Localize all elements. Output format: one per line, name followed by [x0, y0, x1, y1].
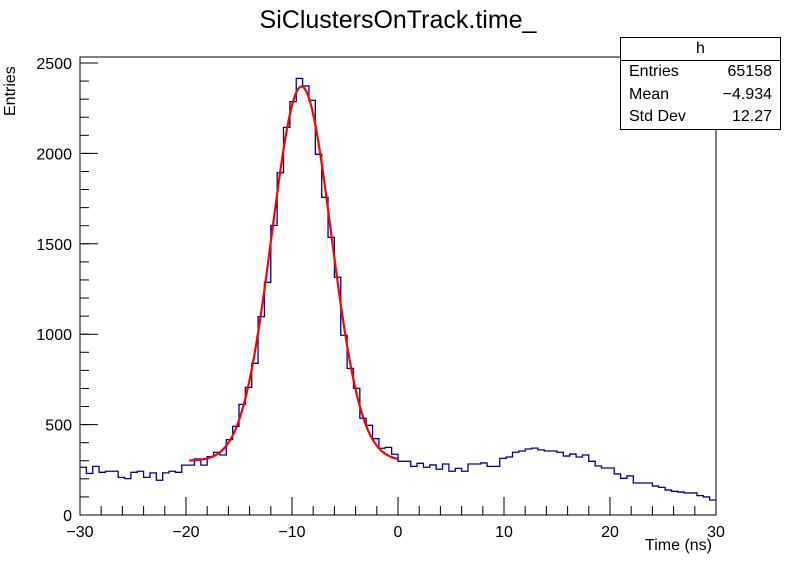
y-tick-label: 500	[45, 418, 72, 435]
stats-mean-row: Mean −4.934	[621, 84, 780, 107]
stats-stddev-label: Std Dev	[629, 108, 686, 125]
stats-stddev-value: 12.27	[731, 108, 772, 125]
x-tick-label: 0	[394, 524, 403, 541]
stats-stddev-row: Std Dev 12.27	[621, 106, 780, 129]
x-tick-label: 30	[707, 524, 725, 541]
y-tick-label: 1000	[36, 327, 72, 344]
stats-mean-value: −4.934	[722, 85, 772, 103]
y-tick-label: 0	[63, 508, 72, 525]
x-tick-label: −20	[172, 524, 199, 541]
chart-title: SiClustersOnTrack.time_	[259, 6, 537, 34]
y-tick-label: 1500	[36, 237, 72, 254]
stats-mean-label: Mean	[629, 85, 670, 103]
stats-box: h Entries 65158 Mean −4.934 Std Dev 12.27	[620, 37, 781, 130]
x-tick-label: 20	[601, 524, 619, 541]
y-tick-label: 2000	[36, 146, 72, 163]
x-tick-label: −10	[278, 524, 305, 541]
stats-entries-label: Entries	[629, 63, 679, 80]
stats-title: h	[621, 38, 780, 61]
x-tick-label: 10	[495, 524, 513, 541]
stats-entries-row: Entries 65158	[621, 61, 780, 84]
stats-entries-value: 65158	[727, 63, 773, 80]
histogram-line	[80, 77, 716, 501]
fit-curve	[189, 85, 399, 462]
x-axis-label: Time (ns)	[645, 537, 712, 554]
x-tick-label: −30	[66, 524, 93, 541]
y-tick-label: 2500	[36, 56, 72, 73]
